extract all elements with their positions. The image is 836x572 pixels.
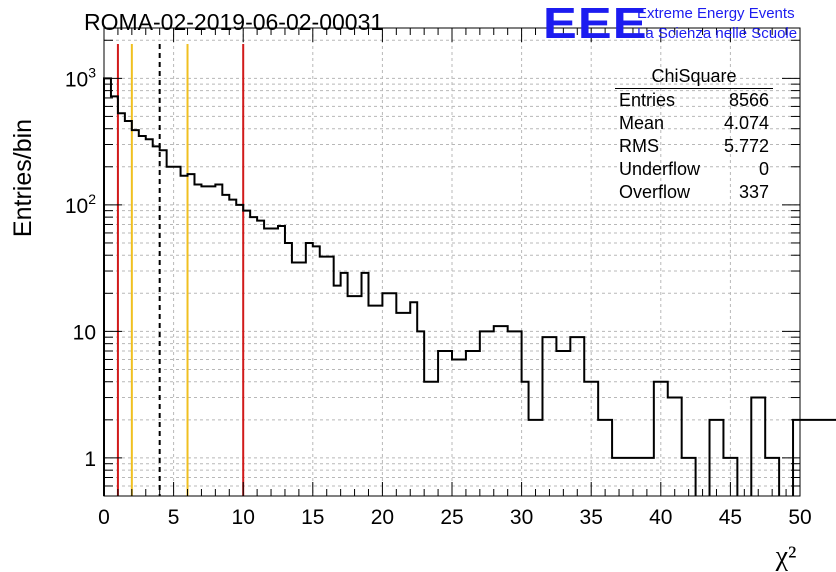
stats-box: ChiSquare Entries 8566 Mean 4.074 RMS 5.… bbox=[611, 64, 777, 204]
y-tick-label: 102 bbox=[65, 191, 96, 218]
stat-value: 8566 bbox=[728, 90, 769, 110]
x-tick-label: 15 bbox=[301, 506, 324, 529]
stat-row-underflow: Underflow 0 bbox=[611, 158, 777, 181]
stat-value: 4.074 bbox=[723, 113, 769, 133]
stat-label: Entries bbox=[619, 90, 676, 110]
stat-label: RMS bbox=[619, 136, 659, 156]
stats-title: ChiSquare bbox=[615, 64, 773, 89]
x-tick-label: 5 bbox=[168, 506, 180, 529]
histogram-line bbox=[103, 77, 836, 496]
x-tick-label: 30 bbox=[510, 506, 533, 529]
histogram-series bbox=[103, 77, 836, 496]
grid-layer bbox=[104, 28, 800, 496]
x-tick-label: 10 bbox=[232, 506, 255, 529]
logo-caption-line2: La Scienza nelle Scuole bbox=[637, 25, 798, 42]
y-axis-label: Entries/bin bbox=[9, 119, 37, 237]
logo-caption-line1: Extreme Energy Events bbox=[637, 5, 795, 22]
x-tick-label: 35 bbox=[580, 506, 603, 529]
axis-ticks bbox=[103, 28, 801, 496]
x-tick-label: 50 bbox=[788, 506, 811, 529]
stat-row-entries: Entries 8566 bbox=[611, 89, 777, 112]
x-tick-label: 0 bbox=[98, 506, 110, 529]
stat-value: 0 bbox=[758, 159, 769, 179]
run-title: ROMA-02-2019-06-02-00031 bbox=[84, 9, 384, 35]
stat-value: 337 bbox=[738, 182, 769, 202]
y-tick-label: 103 bbox=[65, 64, 96, 91]
stat-label: Underflow bbox=[619, 159, 701, 179]
tick-labels: 0 5 10 15 20 25 30 35 40 45 50 1 10 102 103 bbox=[65, 64, 812, 529]
x-tick-label: 45 bbox=[719, 506, 742, 529]
stat-row-rms: RMS 5.772 bbox=[611, 135, 777, 158]
x-tick-label: 25 bbox=[440, 506, 463, 529]
stat-label: Mean bbox=[619, 113, 665, 133]
stat-row-mean: Mean 4.074 bbox=[611, 112, 777, 135]
eee-logo: EEE bbox=[543, 0, 648, 48]
stat-value: 5.772 bbox=[723, 136, 769, 156]
x-axis-label: χ² bbox=[775, 541, 797, 572]
y-tick-label: 10 bbox=[73, 321, 96, 344]
y-tick-label: 1 bbox=[84, 448, 96, 471]
stat-row-overflow: Overflow 337 bbox=[611, 181, 777, 204]
stat-label: Overflow bbox=[619, 182, 691, 202]
x-tick-label: 40 bbox=[649, 506, 672, 529]
x-tick-label: 20 bbox=[371, 506, 394, 529]
reference-lines bbox=[116, 44, 245, 496]
